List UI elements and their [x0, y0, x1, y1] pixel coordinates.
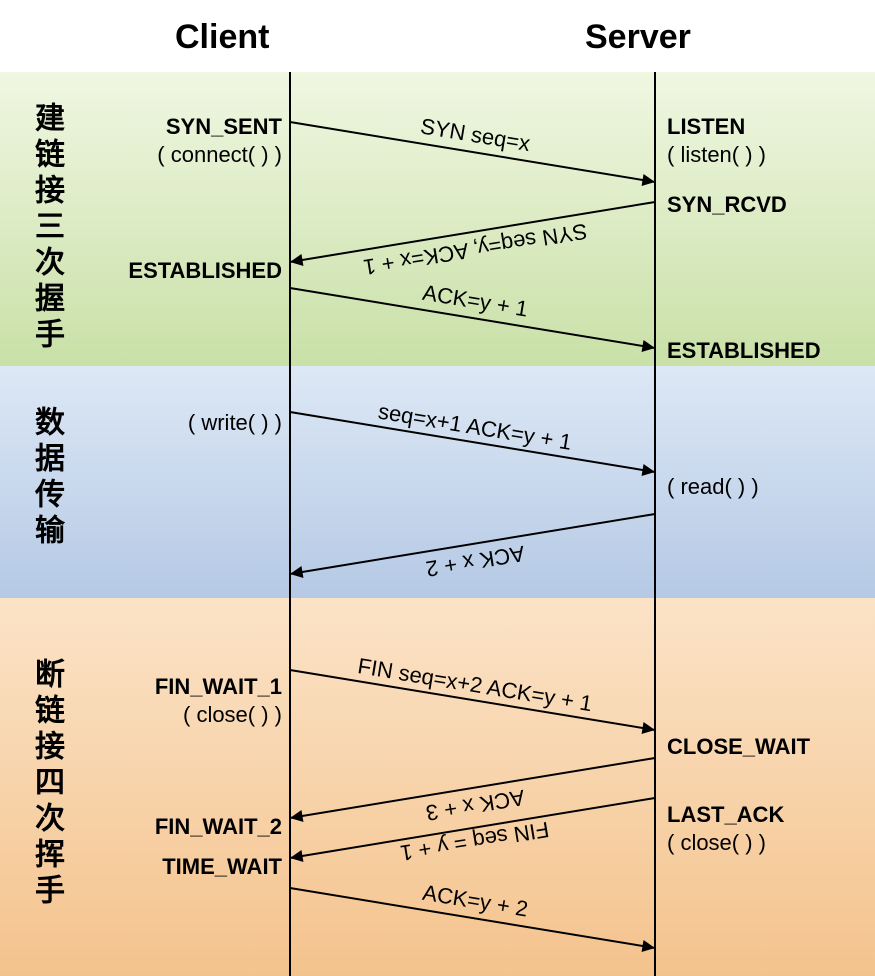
- arrowhead-icon: [642, 940, 655, 952]
- client-state: ( connect( ) ): [157, 142, 282, 168]
- header-row: Client Server: [0, 0, 875, 72]
- client-state: ( write( ) ): [188, 410, 282, 436]
- message-label: ACK x + 2: [424, 541, 526, 582]
- arrowhead-icon: [642, 722, 655, 734]
- server-state: ( listen( ) ): [667, 142, 766, 168]
- arrowhead-icon: [290, 850, 303, 862]
- server-state: ( close( ) ): [667, 830, 766, 856]
- client-lifeline: [289, 366, 291, 598]
- client-state: FIN_WAIT_1: [155, 674, 282, 700]
- server-lifeline: [654, 72, 656, 366]
- message-arrow: [290, 122, 655, 182]
- message-label: FIN seq = y + 1: [398, 817, 550, 866]
- client-state: ESTABLISHED: [128, 258, 282, 284]
- message-label: seq=x+1 ACK=y + 1: [376, 398, 573, 454]
- header-server: Server: [585, 18, 691, 57]
- client-state: FIN_WAIT_2: [155, 814, 282, 840]
- message-label: SYN seq=y, ACK=x + 1: [362, 219, 589, 280]
- arrows-close: FIN seq=x+2 ACK=y + 1 ACK x + 3FIN seq = …: [0, 598, 875, 976]
- server-lifeline: [654, 366, 656, 598]
- section-label-handshake: 建链接三次握手: [24, 102, 68, 354]
- message-arrow: [290, 758, 655, 818]
- message-arrow: [290, 888, 655, 948]
- message-label: FIN seq=x+2 ACK=y + 1: [356, 653, 594, 716]
- message-arrow: [290, 670, 655, 730]
- client-state: ( close( ) ): [183, 702, 282, 728]
- arrowhead-icon: [290, 566, 303, 578]
- message-label: SYN seq=x: [419, 113, 532, 156]
- client-state: TIME_WAIT: [162, 854, 282, 880]
- section-close: 断链接四次挥手FIN_WAIT_1( close( ) )FIN_WAIT_2T…: [0, 598, 875, 976]
- message-label: ACK=y + 2: [421, 880, 530, 922]
- server-state: ( read( ) ): [667, 474, 759, 500]
- arrowhead-icon: [290, 810, 303, 822]
- client-lifeline: [289, 598, 291, 976]
- client-lifeline: [289, 72, 291, 366]
- server-lifeline: [654, 598, 656, 976]
- message-arrow: [290, 288, 655, 348]
- section-label-close: 断链接四次挥手: [24, 658, 68, 910]
- server-state: CLOSE_WAIT: [667, 734, 810, 760]
- message-arrow: [290, 202, 655, 262]
- message-arrow: [290, 514, 655, 574]
- server-state: LISTEN: [667, 114, 745, 140]
- message-arrow: [290, 412, 655, 472]
- server-state: LAST_ACK: [667, 802, 784, 828]
- client-state: SYN_SENT: [166, 114, 282, 140]
- arrowhead-icon: [290, 254, 303, 266]
- header-client: Client: [175, 18, 269, 57]
- arrowhead-icon: [642, 340, 655, 352]
- message-label: ACK x + 3: [424, 785, 526, 826]
- arrowhead-icon: [642, 174, 655, 186]
- server-state: ESTABLISHED: [667, 338, 821, 364]
- server-state: SYN_RCVD: [667, 192, 787, 218]
- section-handshake: 建链接三次握手 SYN_SENT( connect( ) ) ESTABLISHED…: [0, 72, 875, 366]
- message-arrow: [290, 798, 655, 858]
- section-transfer: 数据传输 ( write( ) ) ( read( ) ) seq=x+1 ACK=y…: [0, 366, 875, 598]
- arrowhead-icon: [642, 464, 655, 476]
- message-label: ACK=y + 1: [421, 280, 530, 322]
- section-label-transfer: 数据传输: [24, 406, 68, 550]
